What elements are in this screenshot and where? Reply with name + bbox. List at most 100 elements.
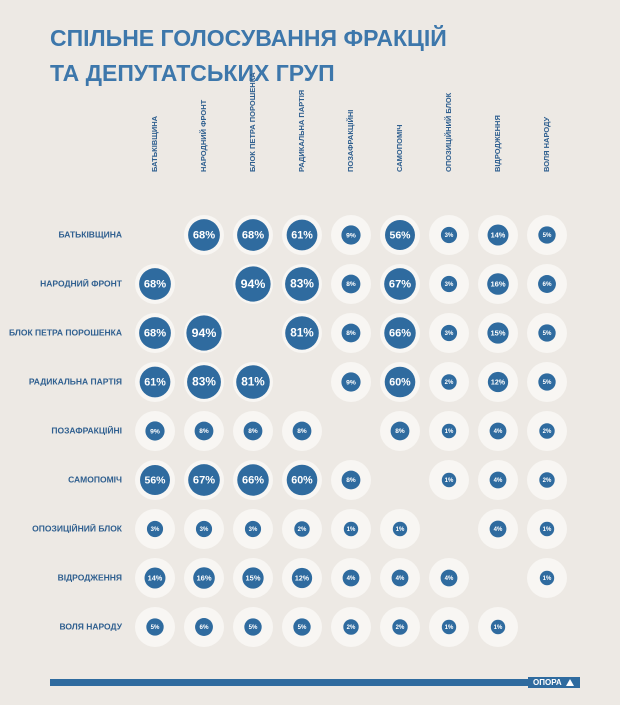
bubble [195,618,213,636]
bubble [244,520,262,538]
bubble [242,567,264,589]
bubble [539,570,555,586]
value-label: 1% [543,576,552,582]
bubble [441,423,457,439]
bubble [140,465,170,495]
value-label: 2% [298,527,307,533]
value-label: 14% [491,230,506,239]
bubble [146,618,164,636]
column-label: ОПОЗИЦІЙНИЙ БЛОК [444,92,453,172]
bubble [341,372,361,392]
value-label: 2% [543,429,552,435]
bubble [392,521,408,537]
value-label: 68% [193,229,215,241]
bubble [341,470,361,490]
bubble [440,324,458,342]
bubble [538,275,556,293]
bubble [188,219,220,251]
bubble [293,618,311,636]
bubble [489,422,507,440]
row-label: НАРОДНИЙ ФРОНТ [40,277,123,288]
bubble [294,521,310,537]
bubble [539,423,555,439]
value-label: 8% [199,428,209,435]
bubble [539,521,555,537]
value-label: 2% [347,625,356,631]
value-label: 16% [196,574,211,583]
value-label: 81% [241,376,265,389]
value-label: 8% [346,477,356,484]
value-label: 3% [249,527,258,533]
value-label: 2% [396,625,405,631]
value-label: 12% [295,574,310,582]
bubble [286,464,318,496]
bubble [487,224,509,246]
bubble [188,464,220,496]
value-label: 1% [396,527,405,533]
value-label: 67% [193,474,215,486]
value-label: 60% [389,376,411,388]
chart-title: СПІЛЬНЕ ГОЛОСУВАННЯ ФРАКЦІЙ [50,24,447,51]
bubble [292,421,312,441]
footer-brand: ОПОРА [533,678,562,687]
bubble [440,569,458,587]
value-label: 3% [151,527,160,533]
column-label: РАДИКАЛЬНА ПАРТІЯ [297,90,306,172]
bubble [538,324,556,342]
row-label: ВІДРОДЖЕННЯ [58,572,122,582]
bubble [385,220,415,250]
bubble [187,365,221,399]
value-label: 83% [192,375,216,389]
value-label: 8% [395,428,405,435]
value-label: 3% [445,233,454,239]
bubble [489,471,507,489]
bubble [243,421,263,441]
bubble [440,226,458,244]
bubble [384,268,416,300]
bubble [441,472,457,488]
column-label: САМОПОМІЧ [395,124,404,172]
bubble [244,618,262,636]
bubble [139,317,171,349]
value-label: 9% [150,428,160,435]
bubble [195,520,213,538]
value-label: 81% [290,327,314,340]
bubble [236,365,270,399]
column-label: ВОЛЯ НАРОДУ [542,116,551,172]
bubble [341,274,361,294]
bubble [538,226,556,244]
bubble [487,322,509,344]
value-label: 14% [148,573,163,582]
row-label: ОПОЗИЦІЙНИЙ БЛОК [32,522,123,533]
value-label: 1% [445,625,454,631]
row-label: ВОЛЯ НАРОДУ [59,621,122,631]
bubble [490,619,506,635]
value-label: 68% [144,278,166,290]
row-label: БЛОК ПЕТРА ПОРОШЕНКА [9,327,122,337]
column-label: НАРОДНИЙ ФРОНТ [199,99,208,172]
bubble [441,619,457,635]
value-label: 1% [494,625,503,631]
value-label: 3% [200,527,209,533]
value-label: 1% [543,527,552,533]
value-label: 83% [290,277,314,291]
bubble [539,472,555,488]
value-label: 61% [144,376,166,388]
column-label: ПОЗАФРАКЦІЙНІ [346,110,355,172]
value-label: 9% [346,232,356,239]
bubble [194,421,214,441]
value-label: 3% [445,282,454,288]
value-label: 60% [291,474,313,486]
value-label: 5% [298,625,307,631]
value-label: 6% [542,281,551,288]
bubble [139,366,171,398]
value-label: 66% [389,327,411,339]
value-label: 5% [543,331,552,337]
bubble [285,267,319,301]
value-label: 56% [145,475,167,486]
value-label: 61% [291,229,313,241]
footer-logo [566,679,574,686]
value-label: 8% [248,428,258,435]
bubble [489,520,507,538]
